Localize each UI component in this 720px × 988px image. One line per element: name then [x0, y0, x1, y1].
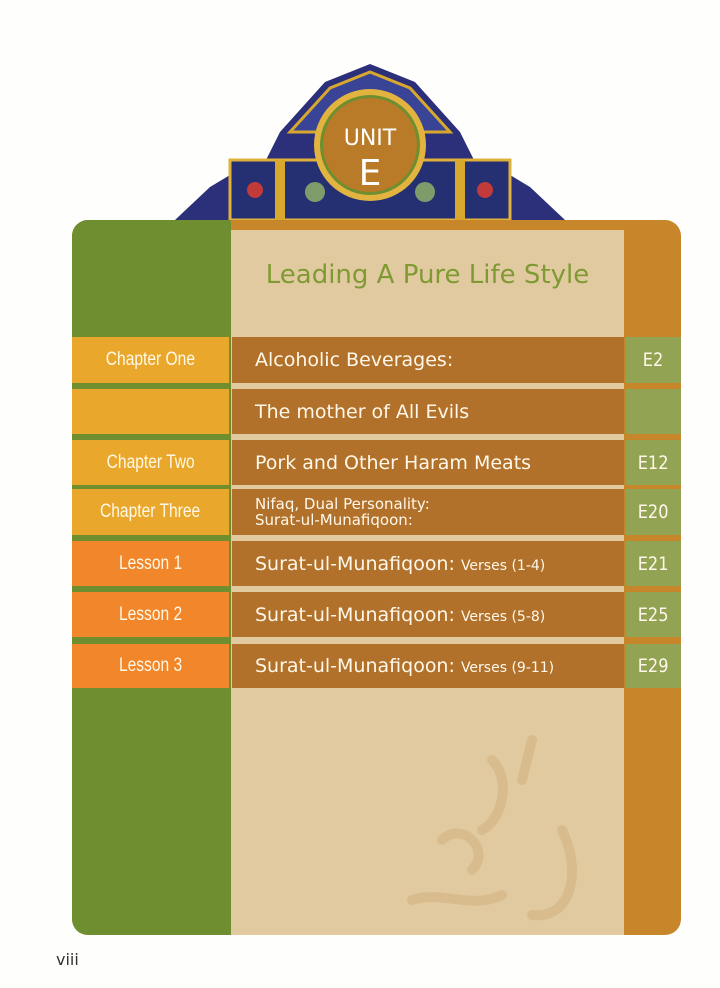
- toc-label: Chapter One: [72, 337, 229, 383]
- toc-page: E29: [626, 644, 681, 688]
- toc-row[interactable]: Chapter One Alcoholic Beverages: E2: [72, 337, 681, 383]
- toc-row[interactable]: Chapter Three Nifaq, Dual Personality: S…: [72, 489, 681, 535]
- toc-title: Surat-ul-Munafiqoon: Verses (9-11): [232, 644, 624, 688]
- toc-row[interactable]: The mother of All Evils: [72, 389, 681, 434]
- toc-label: [72, 389, 229, 434]
- toc-title: The mother of All Evils: [232, 389, 624, 434]
- toc-title-line: Nifaq, Dual Personality:: [255, 495, 430, 513]
- toc-page: E20: [626, 489, 681, 535]
- toc-card: Leading A Pure Life Style Chapter One Al…: [72, 220, 681, 935]
- toc-title-line: Surat-ul-Munafiqoon:: [255, 511, 413, 529]
- toc-page: E21: [626, 541, 681, 586]
- toc-title: Alcoholic Beverages:: [232, 337, 624, 383]
- verses: Verses (1-4): [460, 557, 546, 574]
- toc-page: E25: [626, 592, 681, 637]
- toc-title: Nifaq, Dual Personality: Surat-ul-Munafi…: [232, 489, 624, 535]
- toc-label: Chapter Two: [72, 440, 229, 485]
- toc-label: Lesson 1: [72, 541, 229, 586]
- calligraphy-watermark: [407, 735, 577, 921]
- toc-page: E12: [626, 440, 681, 485]
- unit-ornament: [175, 64, 565, 222]
- toc-page: [626, 389, 681, 434]
- toc-row[interactable]: Lesson 1 Surat-ul-Munafiqoon: Verses (1-…: [72, 541, 681, 586]
- toc-row[interactable]: Lesson 2 Surat-ul-Munafiqoon: Verses (5-…: [72, 592, 681, 637]
- toc-row[interactable]: Chapter Two Pork and Other Haram Meats E…: [72, 440, 681, 485]
- toc-row[interactable]: Lesson 3 Surat-ul-Munafiqoon: Verses (9-…: [72, 644, 681, 688]
- toc-title: Pork and Other Haram Meats: [232, 440, 624, 485]
- toc-label: Chapter Three: [72, 489, 229, 535]
- unit-title: Leading A Pure Life Style: [265, 260, 590, 290]
- page-number: viii: [56, 950, 79, 969]
- unit-label: UNIT: [343, 126, 397, 151]
- toc-label: Lesson 2: [72, 592, 229, 637]
- toc-label: Lesson 3: [72, 644, 229, 688]
- verses: Verses (9-11): [460, 660, 555, 676]
- unit-letter: E: [358, 153, 382, 194]
- toc-title: Surat-ul-Munafiqoon: Verses (1-4): [232, 541, 624, 586]
- verses: Verses (5-8): [460, 608, 546, 625]
- toc-title: Surat-ul-Munafiqoon: Verses (5-8): [232, 592, 624, 637]
- toc-page: E2: [626, 337, 681, 383]
